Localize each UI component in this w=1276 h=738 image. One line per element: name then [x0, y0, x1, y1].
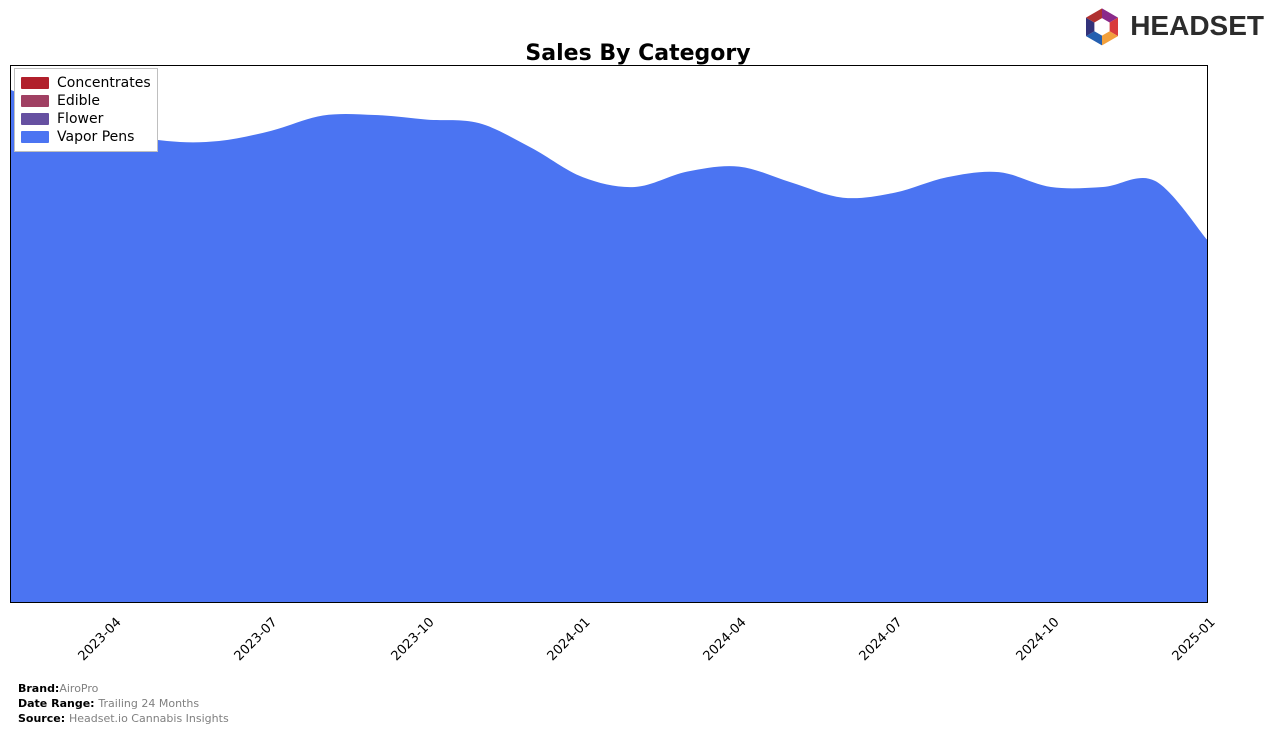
legend-label: Edible: [57, 93, 100, 109]
legend-item-vapor-pens: Vapor Pens: [21, 129, 151, 145]
legend-item-flower: Flower: [21, 111, 151, 127]
legend-swatch: [21, 95, 49, 107]
headset-logo-text: HEADSET: [1130, 10, 1264, 42]
x-tick-label: 2025-01: [1170, 615, 1219, 664]
x-tick-label: 2024-04: [701, 615, 750, 664]
x-tick-label: 2023-10: [388, 615, 437, 664]
headset-logo-icon: [1080, 4, 1124, 48]
legend-label: Flower: [57, 111, 103, 127]
footer-date-range-label: Date Range:: [18, 697, 98, 710]
footer-date-range-value: Trailing 24 Months: [98, 697, 199, 710]
footer-brand: Brand:AiroPro: [18, 682, 98, 695]
legend-swatch: [21, 131, 49, 143]
plot-area: [10, 65, 1208, 603]
footer-source-value: Headset.io Cannabis Insights: [69, 712, 229, 725]
legend-label: Vapor Pens: [57, 129, 134, 145]
legend: Concentrates Edible Flower Vapor Pens: [14, 68, 158, 152]
footer-date-range: Date Range: Trailing 24 Months: [18, 697, 199, 710]
footer-brand-value: AiroPro: [59, 682, 98, 695]
footer-source: Source: Headset.io Cannabis Insights: [18, 712, 229, 725]
footer-source-label: Source:: [18, 712, 69, 725]
legend-item-concentrates: Concentrates: [21, 75, 151, 91]
footer-brand-label: Brand:: [18, 682, 59, 695]
legend-label: Concentrates: [57, 75, 151, 91]
x-tick-label: 2024-10: [1013, 615, 1062, 664]
area-series-vapor-pens: [11, 90, 1207, 602]
x-tick-label: 2024-07: [857, 615, 906, 664]
x-tick-label: 2023-04: [76, 615, 125, 664]
x-tick-label: 2024-01: [545, 615, 594, 664]
headset-logo: HEADSET: [1080, 4, 1264, 48]
legend-swatch: [21, 113, 49, 125]
legend-swatch: [21, 77, 49, 89]
legend-item-edible: Edible: [21, 93, 151, 109]
x-tick-label: 2023-07: [232, 615, 281, 664]
area-chart-svg: [11, 66, 1207, 602]
